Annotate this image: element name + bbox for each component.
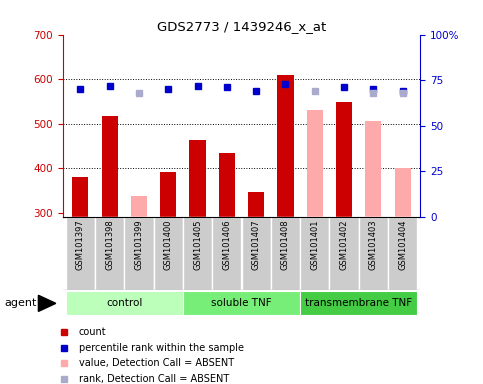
Text: GSM101406: GSM101406 (222, 219, 231, 270)
Bar (365, 121, 382, 217)
Bar (101, 116, 118, 217)
Bar (160, 172, 176, 217)
Bar (242, 217, 271, 290)
Text: GSM101408: GSM101408 (281, 219, 290, 270)
Bar (219, 153, 235, 217)
Text: GSM101399: GSM101399 (134, 219, 143, 270)
Text: GSM101401: GSM101401 (310, 219, 319, 270)
Text: GSM101405: GSM101405 (193, 219, 202, 270)
Text: percentile rank within the sample: percentile rank within the sample (79, 343, 244, 353)
Bar (329, 217, 359, 290)
Text: GSM101402: GSM101402 (340, 219, 349, 270)
Bar (300, 291, 417, 316)
Bar (66, 217, 95, 290)
Text: GSM101400: GSM101400 (164, 219, 173, 270)
Bar (388, 217, 417, 290)
Bar (359, 217, 388, 290)
Bar (277, 76, 294, 217)
Title: GDS2773 / 1439246_x_at: GDS2773 / 1439246_x_at (157, 20, 326, 33)
Bar (300, 217, 329, 290)
Bar (336, 102, 352, 217)
Text: soluble TNF: soluble TNF (211, 298, 272, 308)
Bar (271, 217, 300, 290)
Bar (124, 217, 154, 290)
Bar (395, 168, 411, 217)
Bar (95, 217, 124, 290)
Text: GSM101397: GSM101397 (76, 219, 85, 270)
Bar (131, 195, 147, 217)
Text: value, Detection Call = ABSENT: value, Detection Call = ABSENT (79, 358, 234, 368)
Bar (307, 110, 323, 217)
Text: control: control (106, 298, 142, 308)
Text: count: count (79, 327, 106, 337)
Bar (189, 141, 206, 217)
Text: transmembrane TNF: transmembrane TNF (305, 298, 412, 308)
Text: agent: agent (5, 298, 37, 308)
Text: rank, Detection Call = ABSENT: rank, Detection Call = ABSENT (79, 374, 229, 384)
Bar (183, 217, 212, 290)
Text: GSM101403: GSM101403 (369, 219, 378, 270)
Bar (212, 217, 242, 290)
Bar (183, 291, 300, 316)
Bar (66, 291, 183, 316)
Text: GSM101404: GSM101404 (398, 219, 407, 270)
Bar (248, 192, 264, 217)
Bar (154, 217, 183, 290)
Text: GSM101407: GSM101407 (252, 219, 261, 270)
Text: GSM101398: GSM101398 (105, 219, 114, 270)
Polygon shape (39, 295, 56, 311)
Bar (72, 177, 88, 217)
